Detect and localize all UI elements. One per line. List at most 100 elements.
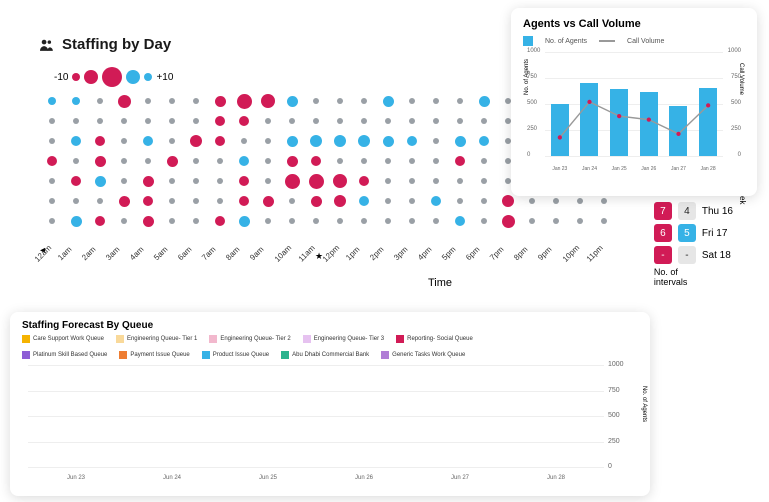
dot-cell[interactable] [160,198,184,204]
dot-cell[interactable] [184,178,208,184]
dot-cell[interactable] [232,196,256,206]
dot-cell[interactable] [112,118,136,124]
dot-cell[interactable] [304,135,328,147]
dot-cell[interactable] [184,135,208,147]
dot-cell[interactable] [328,135,352,147]
dot-cell[interactable] [112,178,136,184]
dot-cell[interactable] [160,138,184,144]
dot-cell[interactable] [232,156,256,166]
dot-cell[interactable] [448,216,472,226]
dot-cell[interactable] [184,198,208,204]
dot-cell[interactable] [352,158,376,164]
dot-cell[interactable] [400,198,424,204]
dot-cell[interactable] [88,176,112,187]
dot-cell[interactable] [448,118,472,124]
dot-cell[interactable] [424,98,448,104]
dot-cell[interactable] [40,118,64,124]
dot-cell[interactable] [400,218,424,224]
dot-cell[interactable] [376,158,400,164]
dot-cell[interactable] [472,198,496,204]
dot-cell[interactable] [400,98,424,104]
dot-cell[interactable] [304,174,328,189]
dot-cell[interactable] [376,198,400,204]
dot-cell[interactable] [280,174,304,189]
dot-cell[interactable] [256,158,280,164]
dot-cell[interactable] [424,178,448,184]
dot-cell[interactable] [328,218,352,224]
dot-cell[interactable] [160,118,184,124]
dot-cell[interactable] [136,196,160,206]
dot-cell[interactable] [520,218,544,224]
dot-cell[interactable] [304,98,328,104]
dot-cell[interactable] [64,158,88,164]
dot-cell[interactable] [280,198,304,204]
dot-cell[interactable] [256,178,280,184]
dot-cell[interactable] [472,96,496,107]
dot-cell[interactable] [232,94,256,109]
dot-cell[interactable] [328,118,352,124]
dot-cell[interactable] [352,176,376,186]
dot-cell[interactable] [40,198,64,204]
dot-cell[interactable] [352,196,376,206]
dot-cell[interactable] [520,198,544,204]
dot-cell[interactable] [256,218,280,224]
dot-cell[interactable] [328,158,352,164]
dot-cell[interactable] [400,136,424,146]
dot-cell[interactable] [424,138,448,144]
dot-cell[interactable] [184,118,208,124]
dot-cell[interactable] [496,195,520,207]
dot-cell[interactable] [64,216,88,227]
dot-cell[interactable] [400,118,424,124]
dot-cell[interactable] [424,118,448,124]
dot-cell[interactable] [328,174,352,188]
dot-cell[interactable] [448,98,472,104]
dot-cell[interactable] [256,94,280,108]
dot-cell[interactable] [40,156,64,166]
dot-cell[interactable] [208,116,232,126]
dot-cell[interactable] [208,216,232,226]
dot-cell[interactable] [232,176,256,186]
dot-cell[interactable] [304,196,328,207]
dot-cell[interactable] [376,96,400,107]
dot-cell[interactable] [88,216,112,226]
dot-cell[interactable] [232,138,256,144]
dot-cell[interactable] [280,96,304,107]
dot-cell[interactable] [400,158,424,164]
dot-cell[interactable] [352,218,376,224]
dot-cell[interactable] [472,158,496,164]
dot-cell[interactable] [40,218,64,224]
dot-cell[interactable] [376,136,400,147]
dot-cell[interactable] [88,118,112,124]
dot-cell[interactable] [328,98,352,104]
dot-cell[interactable] [160,98,184,104]
dot-cell[interactable] [232,116,256,126]
dot-cell[interactable] [472,218,496,224]
dot-cell[interactable] [40,178,64,184]
dot-cell[interactable] [64,198,88,204]
dot-cell[interactable] [136,176,160,187]
dot-cell[interactable] [352,118,376,124]
dot-cell[interactable] [208,136,232,146]
dot-cell[interactable] [280,118,304,124]
dot-cell[interactable] [280,218,304,224]
dot-cell[interactable] [112,196,136,207]
dot-cell[interactable] [208,178,232,184]
dot-cell[interactable] [328,195,352,207]
dot-cell[interactable] [112,218,136,224]
dot-cell[interactable] [208,96,232,107]
dot-cell[interactable] [40,138,64,144]
dot-cell[interactable] [184,218,208,224]
dot-cell[interactable] [280,156,304,167]
dot-cell[interactable] [208,198,232,204]
dot-cell[interactable] [232,216,256,227]
dot-cell[interactable] [376,218,400,224]
dot-cell[interactable] [112,158,136,164]
dot-cell[interactable] [472,118,496,124]
dot-cell[interactable] [256,118,280,124]
dot-cell[interactable] [424,218,448,224]
dot-cell[interactable] [304,218,328,224]
dot-cell[interactable] [64,118,88,124]
dot-cell[interactable] [424,158,448,164]
dot-cell[interactable] [136,118,160,124]
dot-cell[interactable] [136,216,160,227]
